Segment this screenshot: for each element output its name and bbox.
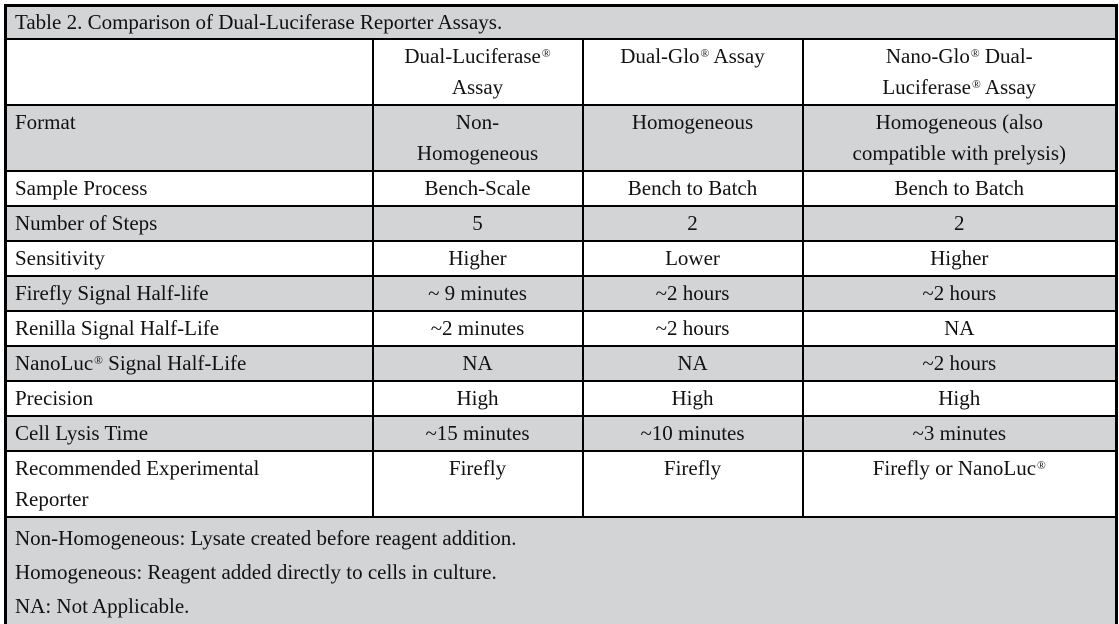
table-row-recommended-reporter: Recommended Experimental Reporter Firefl… bbox=[4, 450, 1118, 518]
data-cell: ~2 minutes bbox=[371, 310, 584, 347]
data-cell: Firefly or NanoLuc® bbox=[801, 450, 1118, 518]
row-label: Recommended Experimental Reporter bbox=[15, 456, 260, 511]
table-row-cell-lysis-time: Cell Lysis Time ~15 minutes ~10 minutes … bbox=[4, 415, 1118, 452]
row-label: Cell Lysis Time bbox=[4, 415, 374, 452]
column-header-row: Dual-Luciferase® Assay Dual-Glo® Assay N… bbox=[4, 38, 1118, 106]
row-label: Precision bbox=[4, 380, 374, 417]
data-cell: High bbox=[371, 380, 584, 417]
data-cell: ~2 hours bbox=[801, 275, 1118, 312]
data-cell: Non-Homogeneous bbox=[416, 110, 539, 165]
column-header-nano-glo-text: Nano-Glo® Dual-Luciferase® Assay bbox=[882, 44, 1037, 99]
data-cell: ~2 hours bbox=[581, 310, 804, 347]
data-cell: Higher bbox=[801, 240, 1118, 277]
data-cell: Bench to Batch bbox=[801, 170, 1118, 207]
data-cell: 2 bbox=[801, 205, 1118, 242]
data-cell: Homogeneous bbox=[581, 104, 804, 172]
table-row-number-of-steps: Number of Steps 5 2 2 bbox=[4, 205, 1118, 242]
data-cell: High bbox=[581, 380, 804, 417]
row-label: Format bbox=[4, 104, 374, 172]
table-row-firefly-half-life: Firefly Signal Half-life ~ 9 minutes ~2 … bbox=[4, 275, 1118, 312]
row-label: Firefly Signal Half-life bbox=[4, 275, 374, 312]
data-cell: Homogeneous (also compatible with prelys… bbox=[852, 110, 1066, 165]
footnote-homogeneous: Homogeneous: Reagent added directly to c… bbox=[15, 560, 497, 584]
table-title: Table 2. Comparison of Dual-Luciferase R… bbox=[4, 4, 1118, 40]
data-cell: Bench-Scale bbox=[371, 170, 584, 207]
data-cell: Firefly bbox=[371, 450, 584, 518]
footnote-na: NA: Not Applicable. bbox=[15, 594, 190, 618]
data-cell: NA bbox=[371, 345, 584, 382]
data-cell: NA bbox=[801, 310, 1118, 347]
data-cell: 2 bbox=[581, 205, 804, 242]
data-cell: Bench to Batch bbox=[581, 170, 804, 207]
comparison-table: Table 2. Comparison of Dual-Luciferase R… bbox=[4, 4, 1119, 624]
table-row-renilla-half-life: Renilla Signal Half-Life ~2 minutes ~2 h… bbox=[4, 310, 1118, 347]
table-row-precision: Precision High High High bbox=[4, 380, 1118, 417]
column-header-dual-glo: Dual-Glo® Assay bbox=[581, 38, 804, 106]
data-cell: ~2 hours bbox=[801, 345, 1118, 382]
table-row-sensitivity: Sensitivity Higher Lower Higher bbox=[4, 240, 1118, 277]
data-cell: ~ 9 minutes bbox=[371, 275, 584, 312]
table-row-nanoluc-half-life: NanoLuc® Signal Half-Life NA NA ~2 hours bbox=[4, 345, 1118, 382]
row-label: Sensitivity bbox=[4, 240, 374, 277]
data-cell: Higher bbox=[371, 240, 584, 277]
row-label: NanoLuc® Signal Half-Life bbox=[4, 345, 374, 382]
footnote-block: Non-Homogeneous: Lysate created before r… bbox=[4, 516, 1118, 624]
table-title-row: Table 2. Comparison of Dual-Luciferase R… bbox=[4, 4, 1118, 40]
footnote-row: Non-Homogeneous: Lysate created before r… bbox=[4, 516, 1118, 624]
data-cell: ~10 minutes bbox=[581, 415, 804, 452]
column-header-blank bbox=[4, 38, 374, 106]
row-label: Renilla Signal Half-Life bbox=[4, 310, 374, 347]
data-cell: ~3 minutes bbox=[801, 415, 1118, 452]
data-cell: NA bbox=[581, 345, 804, 382]
data-cell: Lower bbox=[581, 240, 804, 277]
row-label: Number of Steps bbox=[4, 205, 374, 242]
data-cell: 5 bbox=[371, 205, 584, 242]
table-row-format: Format Non-Homogeneous Homogeneous Homog… bbox=[4, 104, 1118, 172]
column-header-dual-luciferase: Dual-Luciferase® Assay bbox=[371, 38, 584, 106]
data-cell: ~15 minutes bbox=[371, 415, 584, 452]
column-header-nano-glo: Nano-Glo® Dual-Luciferase® Assay bbox=[801, 38, 1118, 106]
row-label: Sample Process bbox=[4, 170, 374, 207]
data-cell: Firefly bbox=[581, 450, 804, 518]
data-cell: High bbox=[801, 380, 1118, 417]
footnote-non-homogeneous: Non-Homogeneous: Lysate created before r… bbox=[15, 526, 517, 550]
table-row-sample-process: Sample Process Bench-Scale Bench to Batc… bbox=[4, 170, 1118, 207]
data-cell: ~2 hours bbox=[581, 275, 804, 312]
